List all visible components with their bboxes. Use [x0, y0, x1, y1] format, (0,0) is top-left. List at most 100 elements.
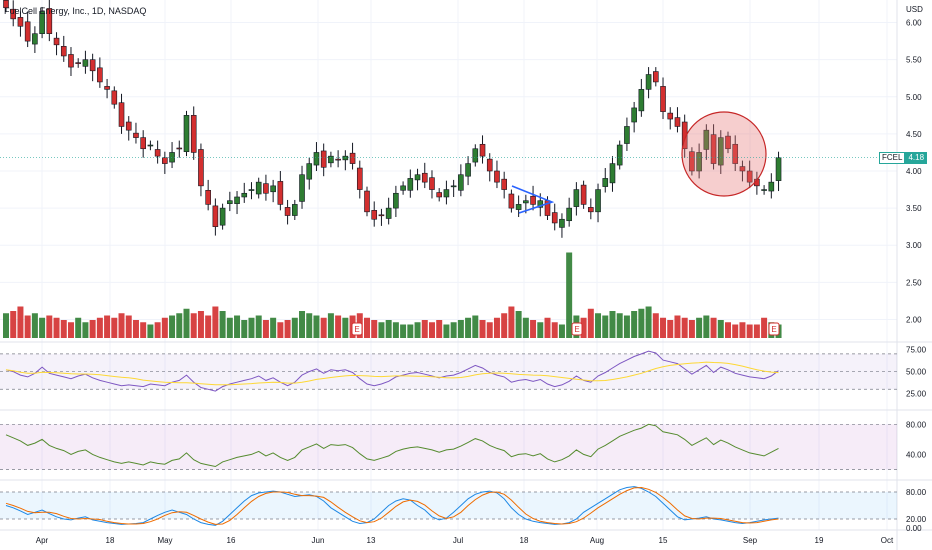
rsi-line	[5, 361, 779, 386]
candle-body	[205, 189, 211, 205]
candle-body	[523, 200, 529, 204]
candle-body	[125, 121, 132, 131]
rsi-axis-tick: 25.00	[906, 390, 927, 399]
candle-body	[24, 21, 31, 42]
candle-body	[429, 177, 435, 190]
volume-bar	[161, 317, 168, 338]
volume-bar	[667, 320, 674, 338]
volume-bar	[414, 322, 421, 338]
volume-bar	[428, 322, 435, 338]
last-price-value: 4.18	[905, 152, 928, 164]
candle-body	[270, 185, 276, 193]
volume-bar	[479, 320, 486, 338]
price-axis-tick: 2.00	[906, 315, 922, 324]
candle-body	[588, 207, 594, 213]
volume-bar	[580, 317, 587, 338]
volume-bar	[761, 317, 768, 338]
chart-drawings[interactable]	[0, 111, 897, 214]
volume-bar	[205, 315, 212, 338]
volume-bar	[753, 324, 760, 338]
volume-bar	[53, 317, 60, 338]
candle-body	[638, 89, 645, 112]
volume-bar	[609, 311, 616, 338]
candle-body	[631, 107, 637, 123]
volume-bar	[176, 313, 183, 338]
volume-bar	[450, 322, 457, 338]
candle-body	[111, 90, 118, 105]
volume-bar	[688, 320, 695, 338]
time-axis-label: Jun	[312, 536, 325, 545]
oscillator-panel[interactable]	[0, 423, 897, 470]
volume-bar	[75, 317, 82, 338]
volume-bar	[645, 306, 652, 338]
candle-body	[263, 183, 269, 194]
candle-body	[162, 157, 168, 164]
candle-body	[364, 190, 370, 213]
candle-body	[660, 86, 666, 112]
triangle-pattern-drawing	[511, 185, 555, 214]
volume-bar	[486, 322, 493, 338]
volume-bar	[660, 317, 667, 338]
volume-bar	[364, 317, 370, 338]
volume-bar	[407, 324, 414, 338]
candle-body	[508, 193, 515, 209]
volume-bar	[335, 315, 342, 338]
volume-bar	[169, 315, 176, 338]
volume-bar	[652, 313, 659, 338]
time-axis-label: 19	[815, 536, 824, 545]
candle-body	[616, 144, 623, 166]
candle-body	[667, 112, 674, 120]
candle-body	[486, 158, 493, 172]
candle-body	[768, 181, 775, 192]
volume-bar	[190, 313, 197, 338]
candle-body	[450, 185, 457, 188]
candle-body	[154, 149, 161, 157]
time-axis-label: Aug	[590, 536, 604, 545]
volume-bar	[154, 322, 161, 338]
time-axis-label: May	[157, 536, 172, 545]
earnings-marker	[351, 322, 363, 336]
volume-bar	[392, 322, 399, 338]
axes[interactable]: USD 6.00 5.50 5.00 4.50 4.00 3.50 3.00 2.50 2.00 7…	[36, 5, 927, 545]
candle-body	[537, 200, 544, 208]
time-axis-label: Oct	[881, 536, 894, 545]
time-axis-label: 18	[520, 536, 529, 545]
candle-body	[219, 207, 226, 226]
candle-body	[176, 147, 183, 150]
candle-body	[248, 189, 255, 191]
rsi-panel[interactable]	[0, 350, 897, 392]
volume-bar	[739, 322, 746, 338]
rsi-axis-tick: 75.00	[906, 345, 927, 354]
candle-body	[349, 152, 356, 164]
volume-bar	[277, 322, 284, 338]
volume-bar	[515, 311, 522, 338]
volume-bar	[631, 311, 638, 338]
volume-bar	[132, 320, 139, 338]
volume-bar	[465, 317, 472, 338]
volume-bar	[241, 320, 248, 338]
candle-body	[717, 137, 724, 166]
volume-bar	[522, 317, 529, 338]
volume-bar	[291, 317, 298, 338]
time-axis-label: Jul	[453, 536, 463, 545]
candle-body	[227, 200, 233, 204]
earnings-marker	[571, 322, 583, 336]
candle-body	[75, 62, 81, 64]
rsi-line	[5, 350, 779, 392]
candle-body	[190, 115, 197, 153]
stoch-band	[0, 492, 897, 519]
volume-bar	[443, 324, 450, 338]
candle-body	[458, 174, 464, 191]
candle-body	[284, 207, 291, 216]
candle-body	[710, 134, 717, 164]
candle-body	[393, 192, 399, 209]
candle-body	[479, 143, 486, 157]
candle-body	[559, 218, 565, 228]
candle-body	[421, 172, 428, 183]
candle-body	[725, 135, 731, 150]
price-candles[interactable]	[3, 0, 782, 238]
candle-body	[335, 158, 341, 161]
volume-bar	[255, 315, 262, 338]
stochastic-panel[interactable]	[0, 486, 897, 526]
